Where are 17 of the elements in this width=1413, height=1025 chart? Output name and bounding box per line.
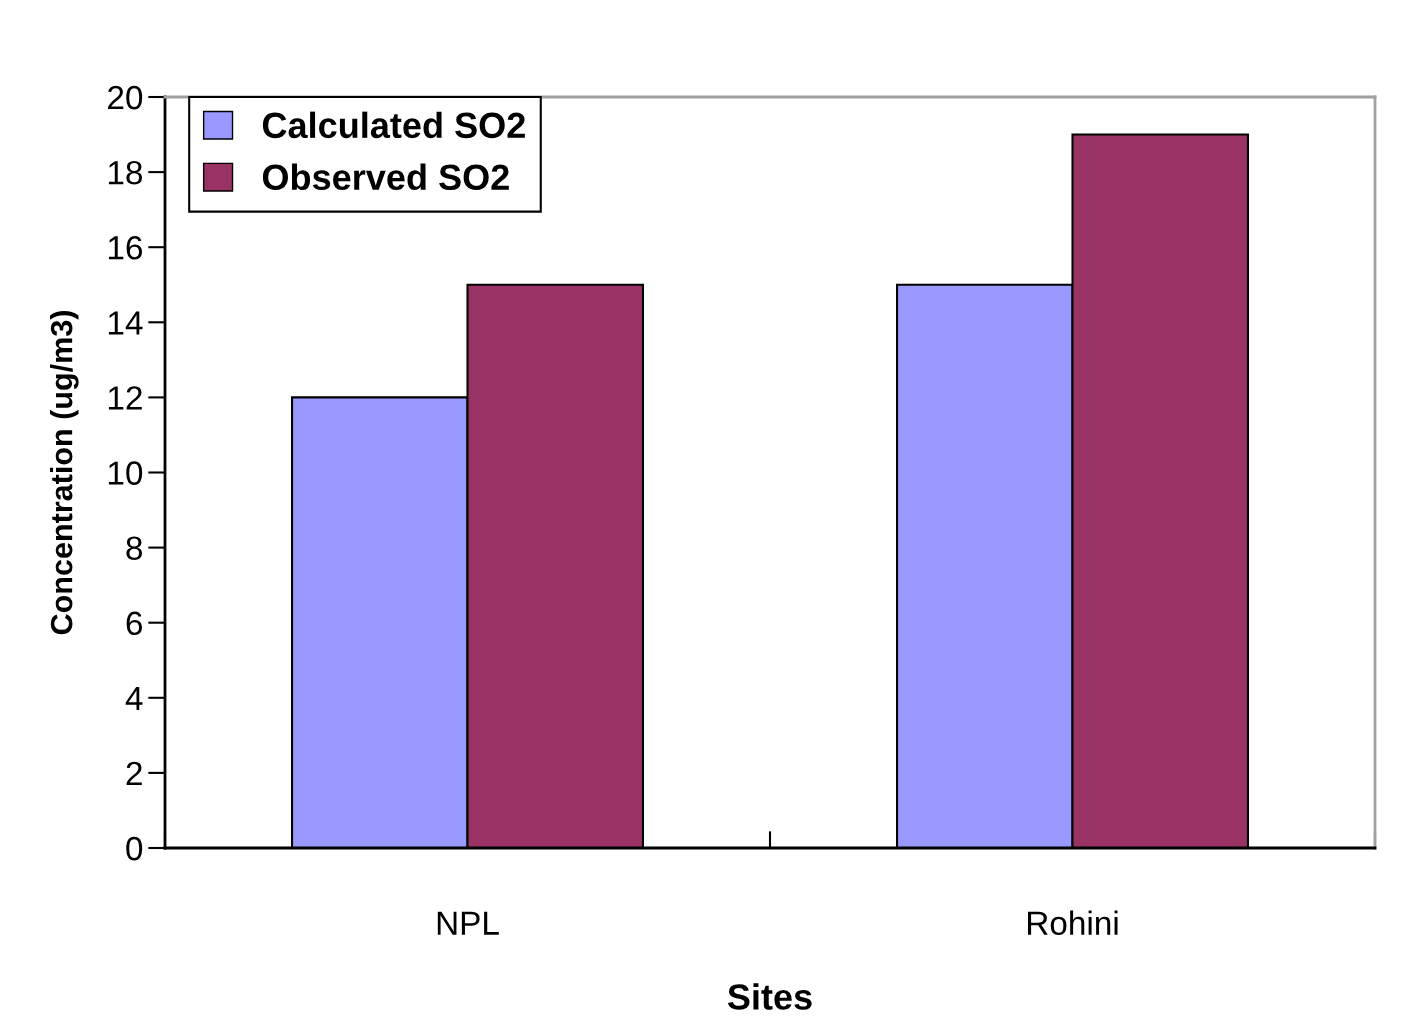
x-axis-title: Sites (727, 983, 812, 1010)
y-tick-label: 20 (108, 85, 143, 110)
y-tick-label: 18 (108, 160, 143, 185)
y-tick-label: 16 (108, 236, 143, 260)
y-tick-label: 4 (125, 686, 143, 710)
y-tick-label: 6 (126, 611, 143, 636)
y-tick-label: 8 (126, 536, 143, 561)
y-tick-label: 0 (126, 836, 143, 861)
y-tick-label: 10 (108, 461, 143, 485)
y-tick-label: 2 (126, 761, 142, 785)
x-tick-label: Rohini (1027, 910, 1118, 935)
legend-label: Calculated SO2 (262, 111, 525, 139)
y-axis-title: Concentration (ug/m3) (50, 311, 79, 635)
legend-label: Observed SO2 (262, 163, 509, 191)
y-tick-label: 12 (108, 386, 142, 410)
x-tick-label: NPL (437, 911, 499, 935)
y-tick-label: 14 (108, 311, 143, 335)
